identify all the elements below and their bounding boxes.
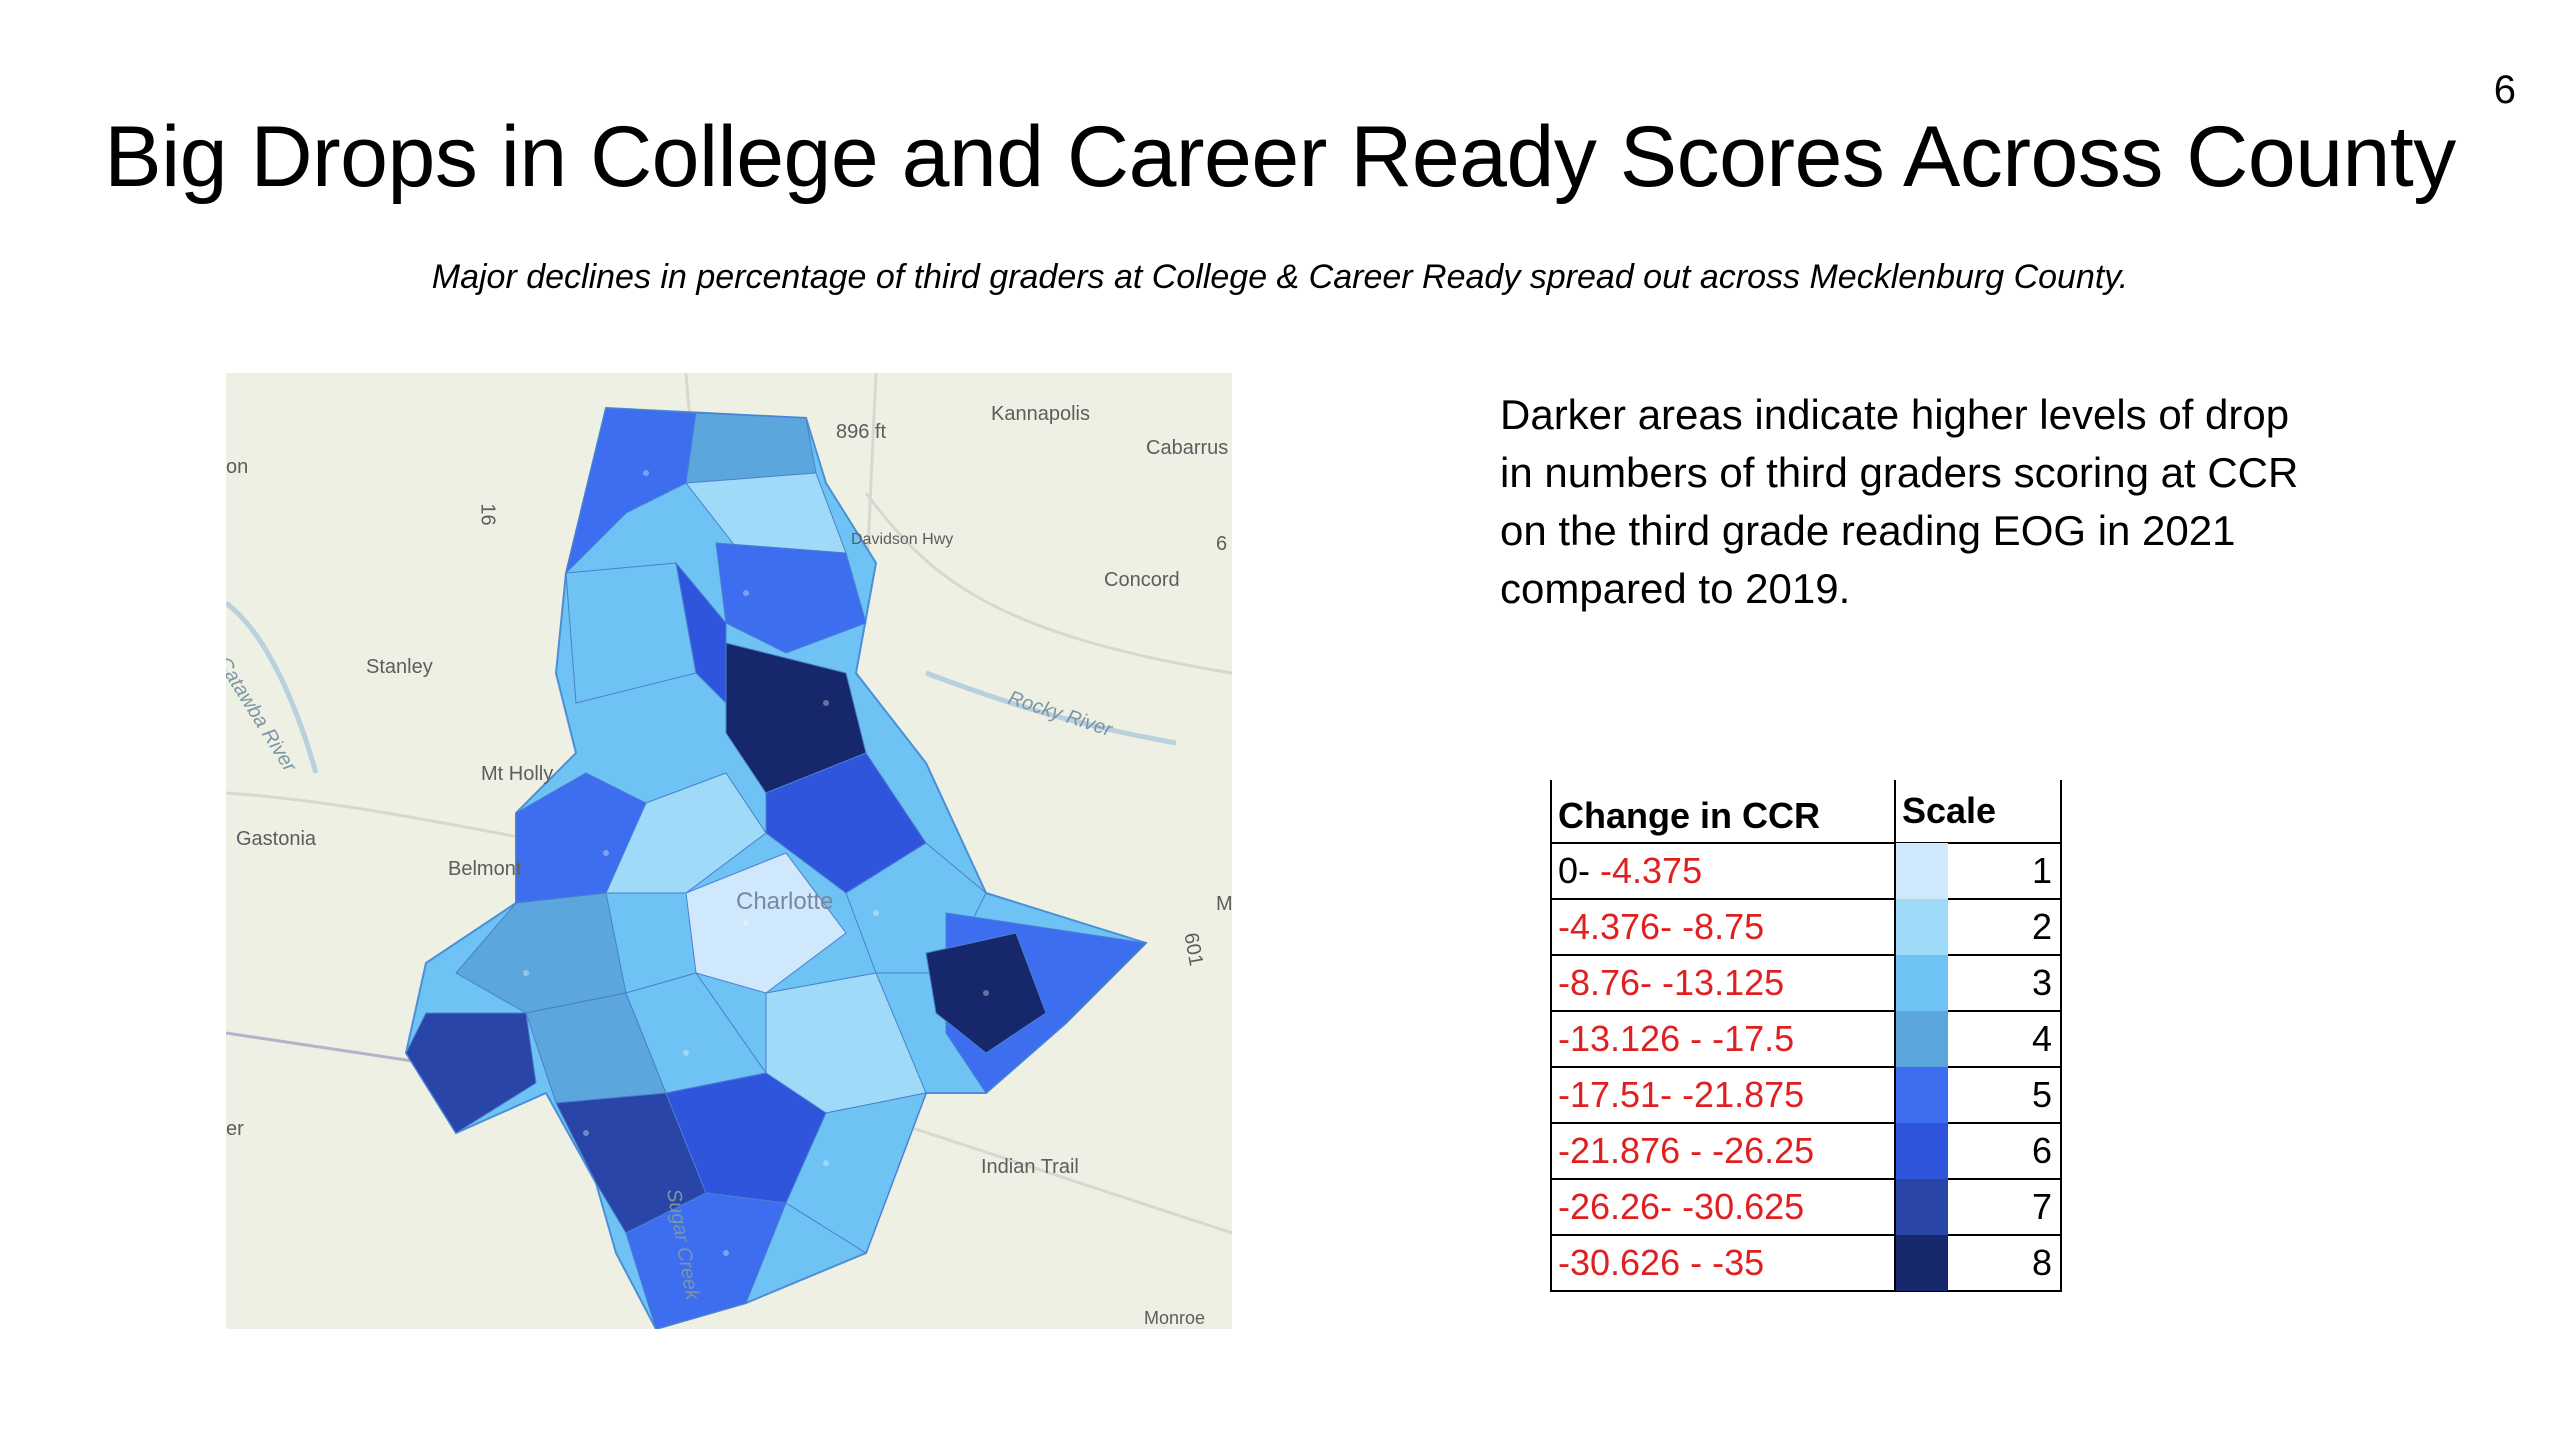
legend-scale-value: 2 xyxy=(2031,906,2052,947)
legend-scale-value: 4 xyxy=(2031,1018,2052,1059)
legend-scale: 4 xyxy=(1894,1011,2062,1068)
legend-scale: 1 xyxy=(1894,843,2062,900)
map-label-indian-trail: Indian Trail xyxy=(981,1156,1079,1178)
map-label-mt-holly: Mt Holly xyxy=(481,763,554,785)
map-label-m: M xyxy=(1216,893,1232,915)
legend-scale-value: 5 xyxy=(2031,1074,2052,1115)
legend-range-prefix: 0- xyxy=(1558,850,1601,891)
legend-table: Change in CCR Scale 0- -4.375 1 -4.376- -8… xyxy=(1550,780,2062,1292)
legend-range-value: -4.375 xyxy=(1600,850,1703,891)
map-label-davidson-hwy: Davidson Hwy xyxy=(851,531,954,548)
legend-row: -4.376- -8.75 2 xyxy=(1550,899,2062,956)
legend-range-value: -26.26- -30.625 xyxy=(1558,1186,1805,1227)
legend-range: -21.876 - -26.25 xyxy=(1550,1123,1895,1180)
legend-scale: 6 xyxy=(1894,1123,2062,1180)
legend-range: -26.26- -30.625 xyxy=(1550,1179,1895,1236)
map-label-concord: Concord xyxy=(1104,569,1180,591)
map-label-kannapolis: Kannapolis xyxy=(991,403,1090,425)
legend-scale: 3 xyxy=(1894,955,2062,1012)
legend-range-value: -17.51- -21.875 xyxy=(1558,1074,1805,1115)
legend-range-value: -13.126 - -17.5 xyxy=(1558,1018,1795,1059)
legend-row: -13.126 - -17.5 4 xyxy=(1550,1011,2062,1068)
legend-color-swatch xyxy=(1896,1179,1948,1235)
map-label-elevation: 896 ft xyxy=(836,421,887,443)
legend-color-swatch xyxy=(1896,899,1948,955)
legend-color-swatch xyxy=(1896,1235,1948,1291)
map-label-on: on xyxy=(226,456,249,478)
legend-scale: 8 xyxy=(1894,1235,2062,1292)
map-label-cabarrus: Cabarrus xyxy=(1146,437,1229,459)
legend-scale: 5 xyxy=(1894,1067,2062,1124)
legend-row: -17.51- -21.875 5 xyxy=(1550,1067,2062,1124)
map-label-gastonia: Gastonia xyxy=(236,828,317,850)
legend-color-swatch xyxy=(1896,1123,1948,1179)
legend-color-swatch xyxy=(1896,955,1948,1011)
legend-row: -26.26- -30.625 7 xyxy=(1550,1179,2062,1236)
county-choropleth-map: 896 ft Kannapolis Cabarrus Davidson Hwy … xyxy=(226,373,1232,1329)
map-label-stanley: Stanley xyxy=(366,656,433,678)
map-label-er: er xyxy=(226,1118,244,1140)
legend-row: 0- -4.375 1 xyxy=(1550,843,2062,900)
map-label-monroe: Monroe xyxy=(1144,1308,1206,1328)
legend-range: -4.376- -8.75 xyxy=(1550,899,1895,956)
legend-row: -8.76- -13.125 3 xyxy=(1550,955,2062,1012)
legend-range: -30.626 - -35 xyxy=(1550,1235,1895,1292)
legend-color-swatch xyxy=(1896,1011,1948,1067)
legend-range-value: -4.376- -8.75 xyxy=(1558,906,1765,947)
page-number: 6 xyxy=(2493,68,2516,112)
legend-header-range: Change in CCR xyxy=(1550,780,1895,844)
legend-scale-value: 7 xyxy=(2031,1186,2052,1227)
map-label-route-16: 16 xyxy=(476,503,499,526)
legend-range: -8.76- -13.125 xyxy=(1550,955,1895,1012)
legend-scale-value: 6 xyxy=(2031,1130,2052,1171)
legend-scale: 7 xyxy=(1894,1179,2062,1236)
legend-range-value: -30.626 - -35 xyxy=(1558,1242,1765,1283)
legend-row: -21.876 - -26.25 6 xyxy=(1550,1123,2062,1180)
legend-header-scale: Scale xyxy=(1894,780,2062,844)
map-label-six: 6 xyxy=(1216,533,1228,555)
legend-scale-value: 3 xyxy=(2031,962,2052,1003)
legend-color-swatch xyxy=(1896,1067,1948,1123)
legend-scale-value: 8 xyxy=(2031,1242,2052,1283)
slide-title: Big Drops in College and Career Ready Sc… xyxy=(104,109,2456,205)
legend-color-swatch xyxy=(1896,843,1948,899)
legend-range: -17.51- -21.875 xyxy=(1550,1067,1895,1124)
map-label-charlotte: Charlotte xyxy=(736,888,834,915)
legend-row: -30.626 - -35 8 xyxy=(1550,1235,2062,1292)
legend-range: -13.126 - -17.5 xyxy=(1550,1011,1895,1068)
legend-range-value: -8.76- -13.125 xyxy=(1558,962,1785,1003)
legend-scale-value: 1 xyxy=(2031,850,2052,891)
legend-range-value: -21.876 - -26.25 xyxy=(1558,1130,1815,1171)
map-graphic xyxy=(226,373,1232,1329)
map-label-belmont: Belmont xyxy=(448,858,522,880)
legend-scale: 2 xyxy=(1894,899,2062,956)
legend-range: 0- -4.375 xyxy=(1550,843,1895,900)
map-description: Darker areas indicate higher levels of d… xyxy=(1500,391,2299,612)
slide-subtitle: Major declines in percentage of third gr… xyxy=(431,258,2129,296)
